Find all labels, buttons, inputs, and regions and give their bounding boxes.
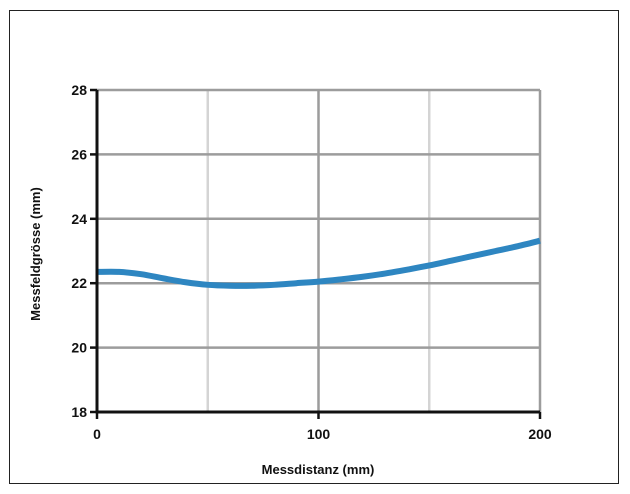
series-layer <box>96 237 541 289</box>
y-tick-label-18: 18 <box>71 404 87 420</box>
series-line-0 <box>96 237 541 289</box>
grid-layer <box>97 88 542 412</box>
y-tick-label-28: 28 <box>71 82 87 98</box>
y-tick-label-26: 26 <box>71 146 87 162</box>
x-tick-label-200: 200 <box>528 426 552 442</box>
y-axis-label: Messfeldgrösse (mm) <box>28 187 43 321</box>
y-tick-label-22: 22 <box>71 275 87 291</box>
axis-layer <box>90 88 542 419</box>
y-tick-label-20: 20 <box>71 340 87 356</box>
x-tick-label-0: 0 <box>93 426 101 442</box>
x-tick-label-100: 100 <box>307 426 331 442</box>
x-axis-label: Messdistanz (mm) <box>262 462 375 477</box>
tick-label-layer: 18 20 22 24 26 28 0 100 200 <box>71 82 551 442</box>
y-tick-label-24: 24 <box>71 211 87 227</box>
